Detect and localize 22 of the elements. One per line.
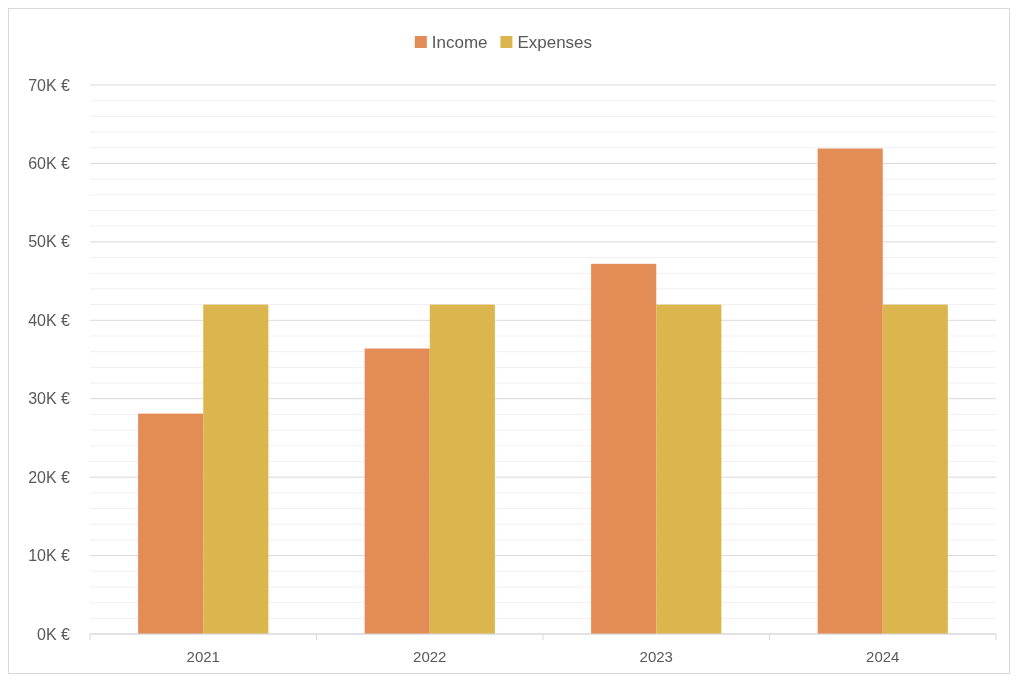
y-tick-label: 20K € [28, 468, 71, 486]
legend-label: Income [431, 33, 488, 52]
bar [429, 304, 495, 634]
bar [591, 263, 657, 634]
bar [138, 413, 204, 634]
y-tick-label: 30K € [28, 390, 71, 408]
y-tick-label: 50K € [28, 233, 71, 251]
y-tick-label: 70K € [28, 76, 71, 94]
x-tick-label: 2022 [413, 648, 447, 665]
y-tick-label: 10K € [28, 547, 71, 565]
y-tick-label: 0K € [37, 625, 71, 643]
bar [364, 348, 430, 634]
legend-label: Expenses [517, 33, 593, 52]
y-tick-label: 60K € [28, 155, 71, 173]
bar [882, 304, 948, 634]
bar [203, 304, 269, 634]
bar [656, 304, 722, 634]
x-tick-label: 2023 [639, 648, 673, 665]
x-tick-label: 2024 [866, 648, 900, 665]
x-tick-label: 2021 [186, 648, 220, 665]
y-tick-label: 40K € [28, 311, 71, 329]
bar [817, 148, 883, 634]
